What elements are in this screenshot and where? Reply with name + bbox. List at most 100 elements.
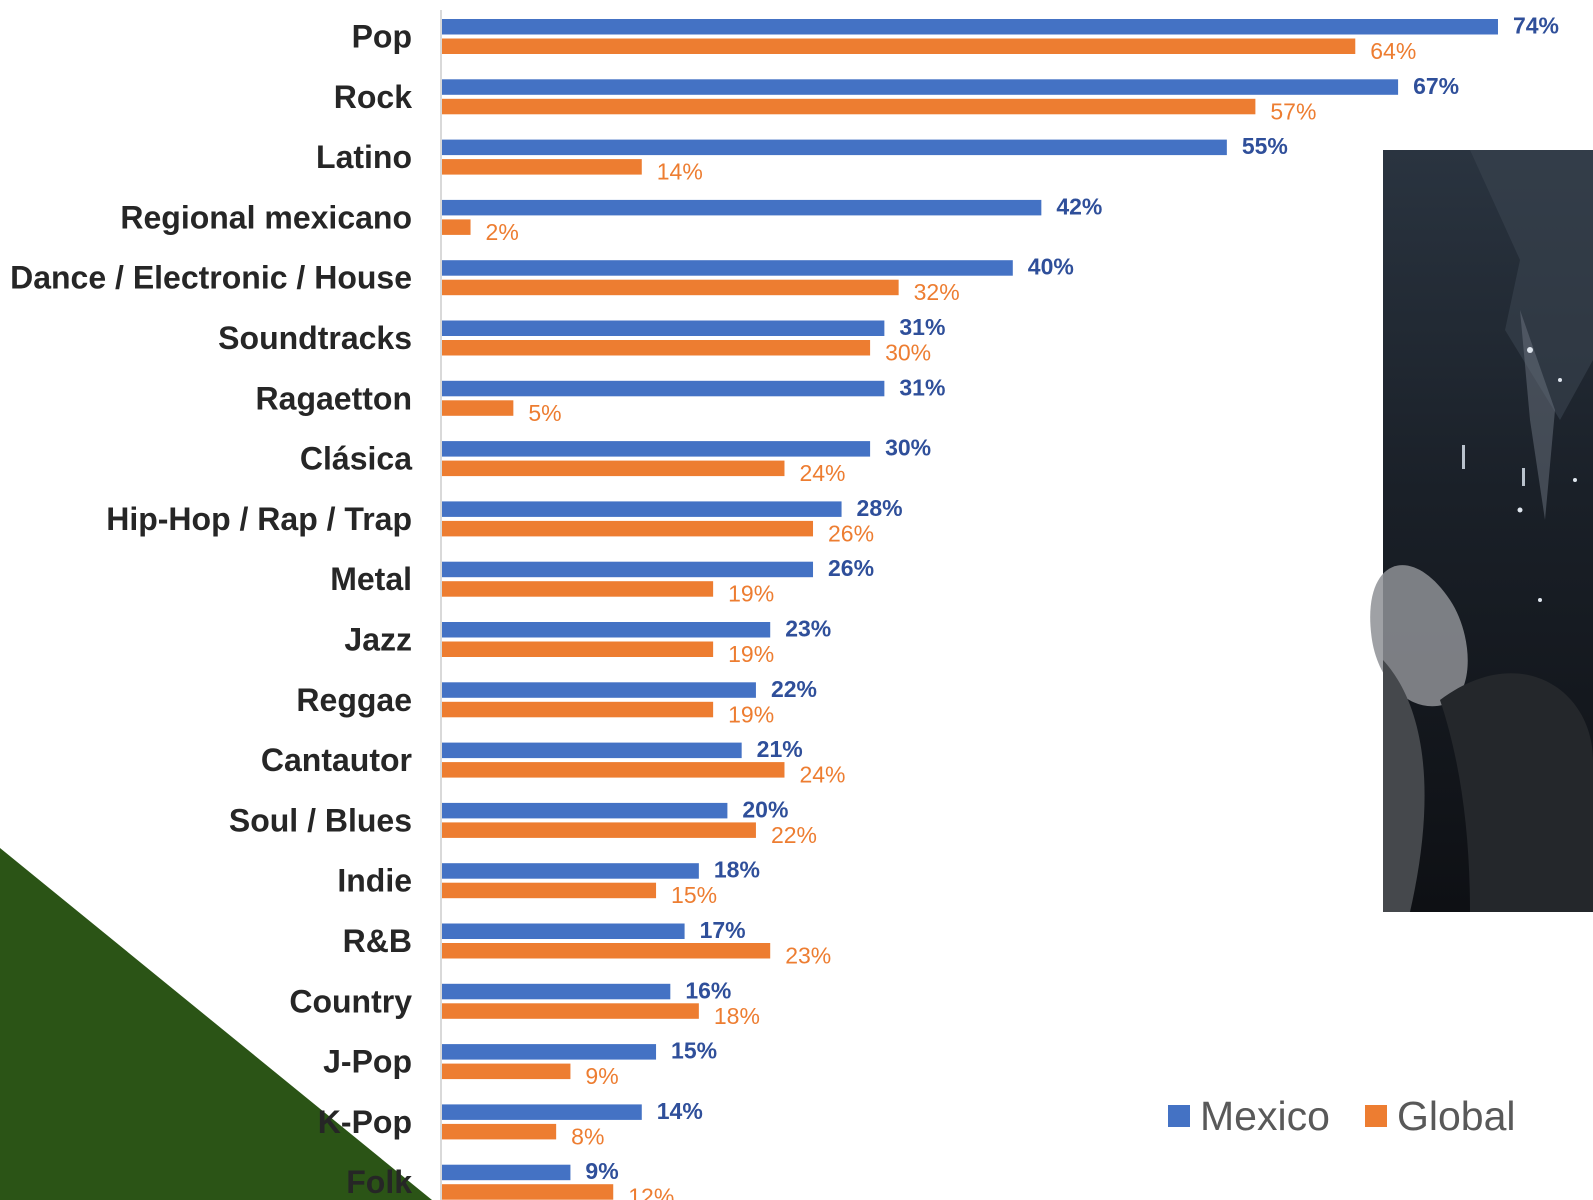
category-label-rock: Rock [334, 79, 412, 115]
bar-mexico-country [442, 983, 671, 1000]
legend-swatch-mexico [1168, 1105, 1190, 1127]
category-label-regional-mexicano: Regional mexicano [120, 199, 412, 235]
concert-photo [1370, 150, 1593, 912]
value-label-mexico-rock: 67% [1413, 73, 1459, 99]
value-label-global-country: 18% [714, 1003, 760, 1029]
category-label-cantautor: Cantautor [261, 742, 412, 778]
category-label-cl-sica: Clásica [300, 441, 412, 477]
bar-global-jazz [442, 641, 714, 657]
value-label-global-reggae: 19% [728, 701, 774, 727]
value-label-global-hip-hop-rap-trap: 26% [828, 520, 874, 546]
value-labels: 74%64%67%57%55%14%42%2%40%32%31%30%31%5%… [486, 13, 1559, 1200]
bar-mexico-cl-sica [442, 441, 871, 457]
bar-mexico-soundtracks [442, 320, 885, 336]
bar-global-latino [442, 159, 642, 175]
bar-global-cl-sica [442, 460, 785, 477]
bar-global-soul-blues [442, 822, 756, 838]
bar-global-randb [442, 943, 771, 959]
bar-global-metal [442, 581, 714, 597]
bar-mexico-k-pop [442, 1104, 642, 1120]
value-label-global-jazz: 19% [728, 641, 774, 667]
bar-mexico-reggae [442, 682, 756, 698]
value-label-global-ragaetton: 5% [528, 400, 561, 426]
value-label-global-rock: 57% [1270, 98, 1316, 124]
legend-label-mexico: Mexico [1200, 1093, 1330, 1139]
value-label-global-folk: 12% [628, 1184, 674, 1200]
category-label-k-pop: K-Pop [318, 1104, 412, 1140]
value-label-mexico-metal: 26% [828, 555, 874, 581]
value-label-mexico-regional-mexicano: 42% [1056, 193, 1102, 219]
bar-global-soundtracks [442, 340, 871, 356]
value-label-global-pop: 64% [1370, 38, 1416, 64]
value-label-mexico-cl-sica: 30% [885, 435, 931, 461]
bar-global-ragaetton [442, 400, 514, 416]
bar-global-folk [442, 1184, 614, 1200]
value-label-mexico-dance-electronic-house: 40% [1028, 254, 1074, 280]
value-label-mexico-indie: 18% [714, 857, 760, 883]
bar-mexico-rock [442, 79, 1399, 95]
bar-mexico-cantautor [442, 742, 742, 759]
bar-global-k-pop [442, 1123, 557, 1140]
value-label-mexico-cantautor: 21% [757, 736, 803, 762]
bar-global-pop [442, 38, 1356, 54]
category-label-ragaetton: Ragaetton [256, 380, 412, 416]
category-label-metal: Metal [330, 561, 412, 597]
value-label-global-cantautor: 24% [799, 762, 845, 788]
bar-mexico-indie [442, 863, 699, 879]
category-label-country: Country [289, 983, 412, 1019]
bar-mexico-dance-electronic-house [442, 260, 1013, 276]
value-label-mexico-hip-hop-rap-trap: 28% [857, 495, 903, 521]
value-label-global-indie: 15% [671, 882, 717, 908]
legend-swatch-global [1365, 1105, 1387, 1127]
value-label-global-j-pop: 9% [585, 1063, 618, 1089]
category-label-folk: Folk [346, 1164, 412, 1200]
bar-mexico-pop [442, 19, 1498, 35]
value-label-global-randb: 23% [785, 943, 831, 969]
legend-label-global: Global [1397, 1093, 1516, 1139]
value-label-global-cl-sica: 24% [799, 460, 845, 486]
category-label-soundtracks: Soundtracks [218, 320, 412, 356]
value-label-mexico-ragaetton: 31% [899, 374, 945, 400]
decorative-green-triangle [0, 848, 432, 1200]
value-label-mexico-country: 16% [685, 977, 731, 1003]
value-label-mexico-latino: 55% [1242, 133, 1288, 159]
bar-mexico-folk [442, 1164, 571, 1181]
category-label-pop: Pop [352, 19, 412, 55]
bar-mexico-soul-blues [442, 802, 728, 819]
bar-mexico-j-pop [442, 1044, 657, 1060]
value-label-global-regional-mexicano: 2% [486, 219, 519, 245]
value-label-global-soul-blues: 22% [771, 822, 817, 848]
bar-global-j-pop [442, 1063, 571, 1080]
bar-mexico-latino [442, 139, 1227, 156]
value-label-mexico-k-pop: 14% [657, 1098, 703, 1124]
value-label-mexico-folk: 9% [585, 1158, 618, 1184]
bar-mexico-hip-hop-rap-trap [442, 501, 842, 517]
bar-global-country [442, 1003, 699, 1019]
bar-global-indie [442, 882, 657, 899]
value-label-global-metal: 19% [728, 581, 774, 607]
bar-mexico-regional-mexicano [442, 199, 1042, 216]
bar-global-dance-electronic-house [442, 279, 899, 296]
value-label-mexico-j-pop: 15% [671, 1038, 717, 1064]
category-label-randb: R&B [343, 923, 412, 959]
bar-mexico-metal [442, 561, 814, 578]
category-label-latino: Latino [316, 139, 412, 175]
category-label-jazz: Jazz [344, 622, 412, 658]
category-label-j-pop: J-Pop [323, 1044, 412, 1080]
value-label-mexico-jazz: 23% [785, 616, 831, 642]
category-label-hip-hop-rap-trap: Hip-Hop / Rap / Trap [106, 501, 412, 537]
value-label-mexico-randb: 17% [700, 917, 746, 943]
category-label-reggae: Reggae [296, 682, 412, 718]
category-label-dance-electronic-house: Dance / Electronic / House [10, 260, 412, 296]
bar-global-cantautor [442, 762, 785, 778]
category-label-soul-blues: Soul / Blues [229, 802, 412, 838]
value-label-global-latino: 14% [657, 159, 703, 185]
bars-layer [442, 19, 1498, 1200]
value-label-global-dance-electronic-house: 32% [914, 279, 960, 305]
value-label-global-k-pop: 8% [571, 1123, 604, 1149]
category-labels: Pop Rock Latino Regional mexicano Dance / El… [10, 19, 412, 1200]
bar-mexico-jazz [442, 622, 771, 638]
value-label-global-soundtracks: 30% [885, 340, 931, 366]
bar-global-regional-mexicano [442, 219, 471, 235]
